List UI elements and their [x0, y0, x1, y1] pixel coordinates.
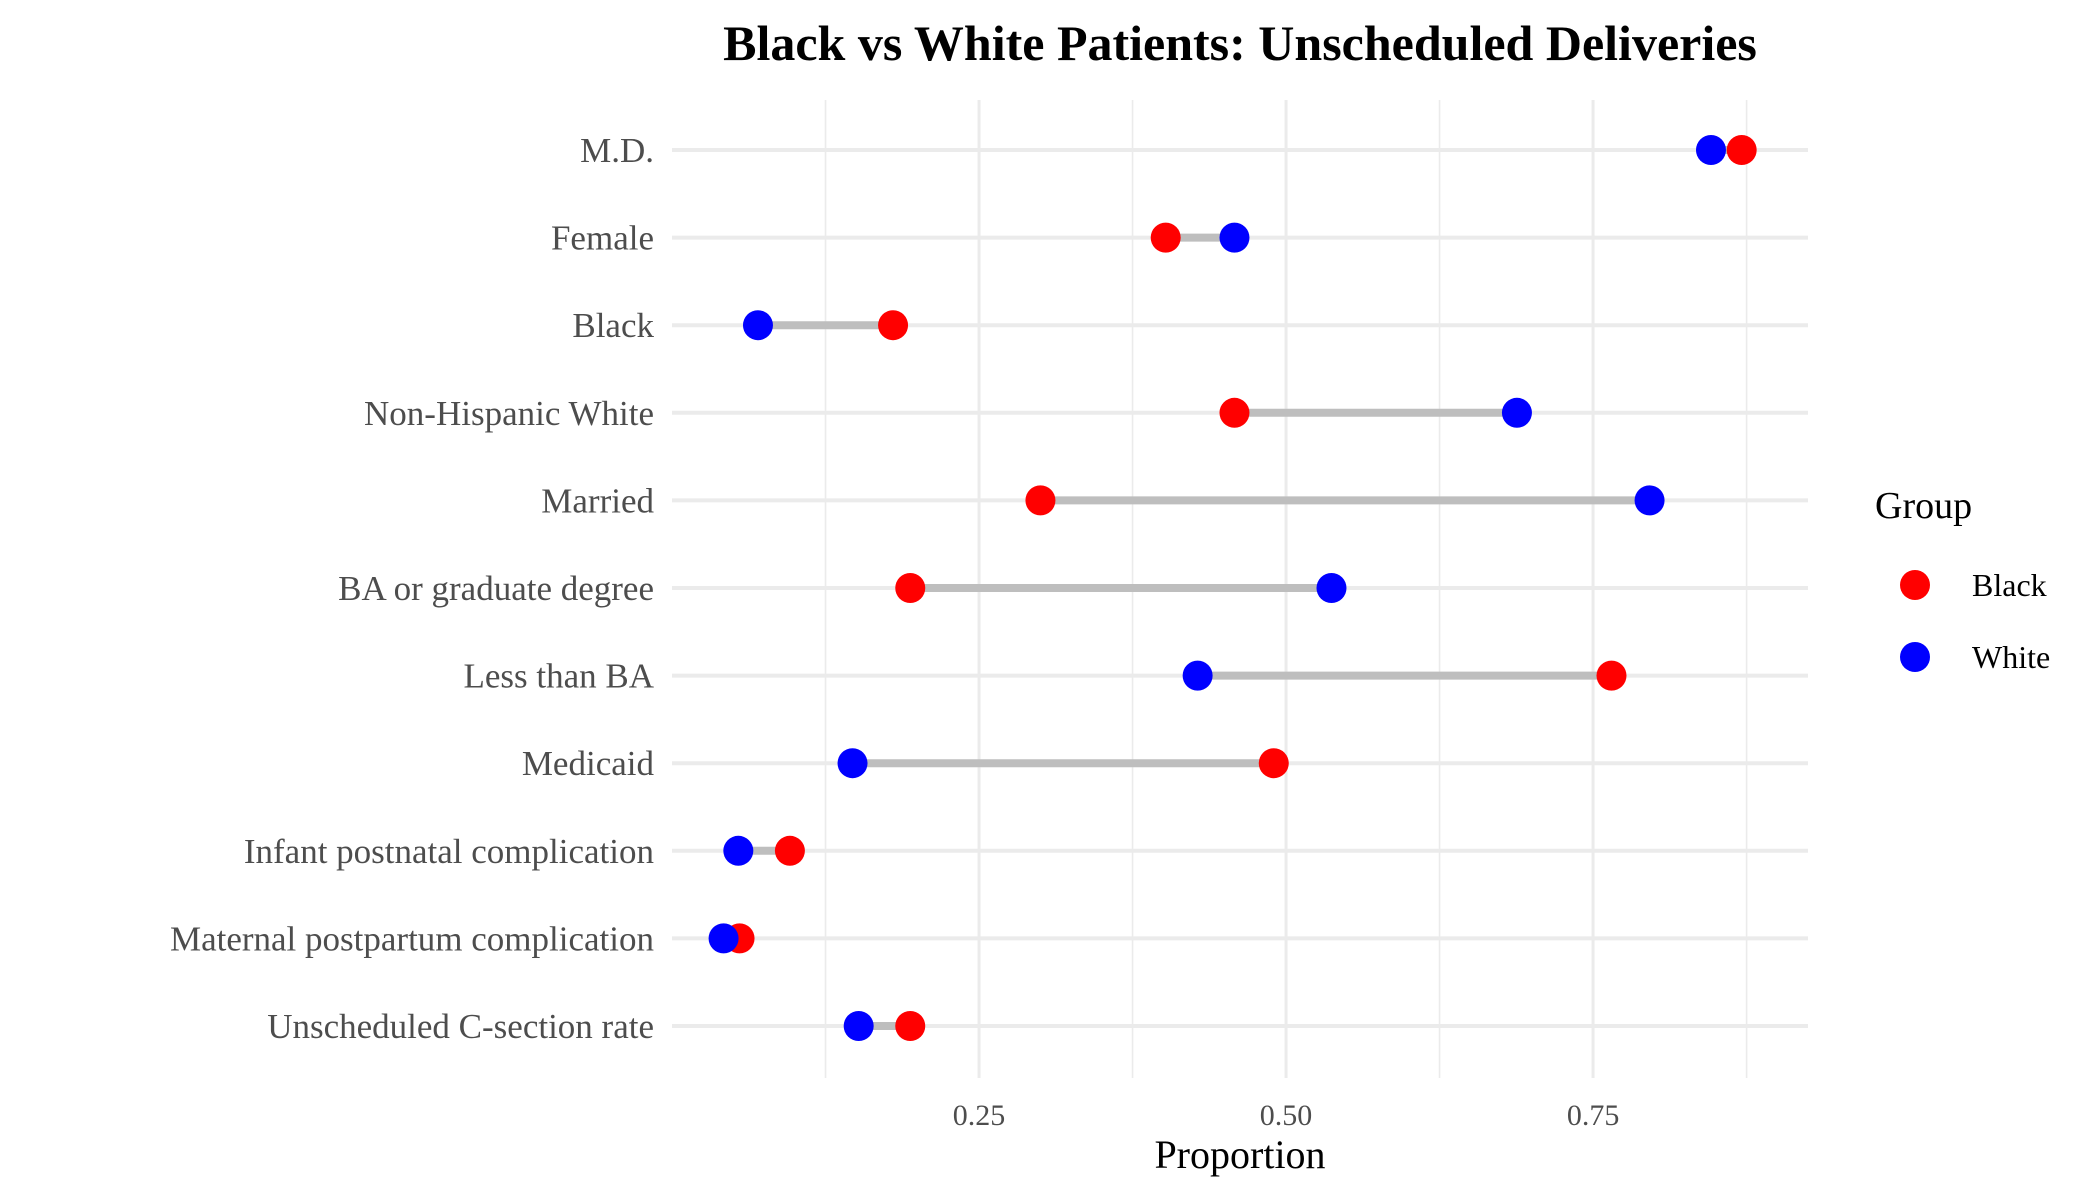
y-label-2: Black	[572, 306, 654, 345]
legend-title: Group	[1875, 485, 1972, 527]
legend-key-white	[1900, 642, 1930, 672]
legend-label-white: White	[1972, 639, 2050, 675]
point-black-3	[1219, 397, 1250, 428]
point-black-4	[1025, 485, 1056, 516]
y-label-7: Medicaid	[522, 744, 655, 783]
point-black-10	[895, 1011, 926, 1041]
point-white-8	[723, 835, 754, 866]
point-black-2	[878, 310, 909, 341]
point-white-3	[1501, 397, 1532, 428]
point-black-7	[1258, 748, 1289, 779]
y-label-3: Non-Hispanic White	[364, 394, 654, 433]
x-tick-0: 0.25	[953, 1099, 1006, 1132]
y-label-8: Infant postnatal complication	[244, 832, 654, 871]
point-white-9	[708, 923, 739, 954]
point-black-1	[1150, 222, 1181, 253]
point-white-0	[1695, 135, 1726, 165]
y-label-9: Maternal postpartum complication	[170, 919, 654, 958]
y-axis-labels: M.D. Female Black Non-Hispanic White Married…	[170, 131, 655, 1046]
legend-key-black	[1900, 570, 1930, 600]
x-axis-tick-labels: 0.25 0.50 0.75	[953, 1099, 1620, 1132]
x-axis-title: Proportion	[1154, 1132, 1325, 1177]
x-tick-2: 0.75	[1567, 1099, 1620, 1132]
point-white-6	[1182, 660, 1213, 691]
y-label-6: Less than BA	[463, 657, 654, 696]
point-white-4	[1634, 485, 1665, 516]
point-black-0	[1726, 135, 1757, 165]
y-label-10: Unscheduled C-section rate	[267, 1007, 654, 1046]
point-white-5	[1316, 573, 1347, 603]
legend-label-black: Black	[1972, 567, 2047, 603]
point-white-1	[1219, 222, 1250, 253]
legend: Group Black White	[1875, 485, 2050, 675]
point-black-5	[895, 573, 926, 603]
y-label-5: BA or graduate degree	[338, 569, 654, 608]
point-white-2	[742, 310, 773, 341]
x-tick-1: 0.50	[1260, 1099, 1313, 1132]
point-white-7	[837, 748, 868, 779]
data-points	[708, 135, 1757, 1041]
y-label-0: M.D.	[580, 131, 654, 170]
point-white-10	[843, 1011, 874, 1041]
chart-title: Black vs White Patients: Unscheduled Del…	[723, 15, 1757, 71]
point-black-6	[1596, 660, 1627, 691]
y-label-1: Female	[551, 219, 654, 258]
y-label-4: Married	[541, 481, 654, 520]
point-black-8	[774, 835, 805, 866]
